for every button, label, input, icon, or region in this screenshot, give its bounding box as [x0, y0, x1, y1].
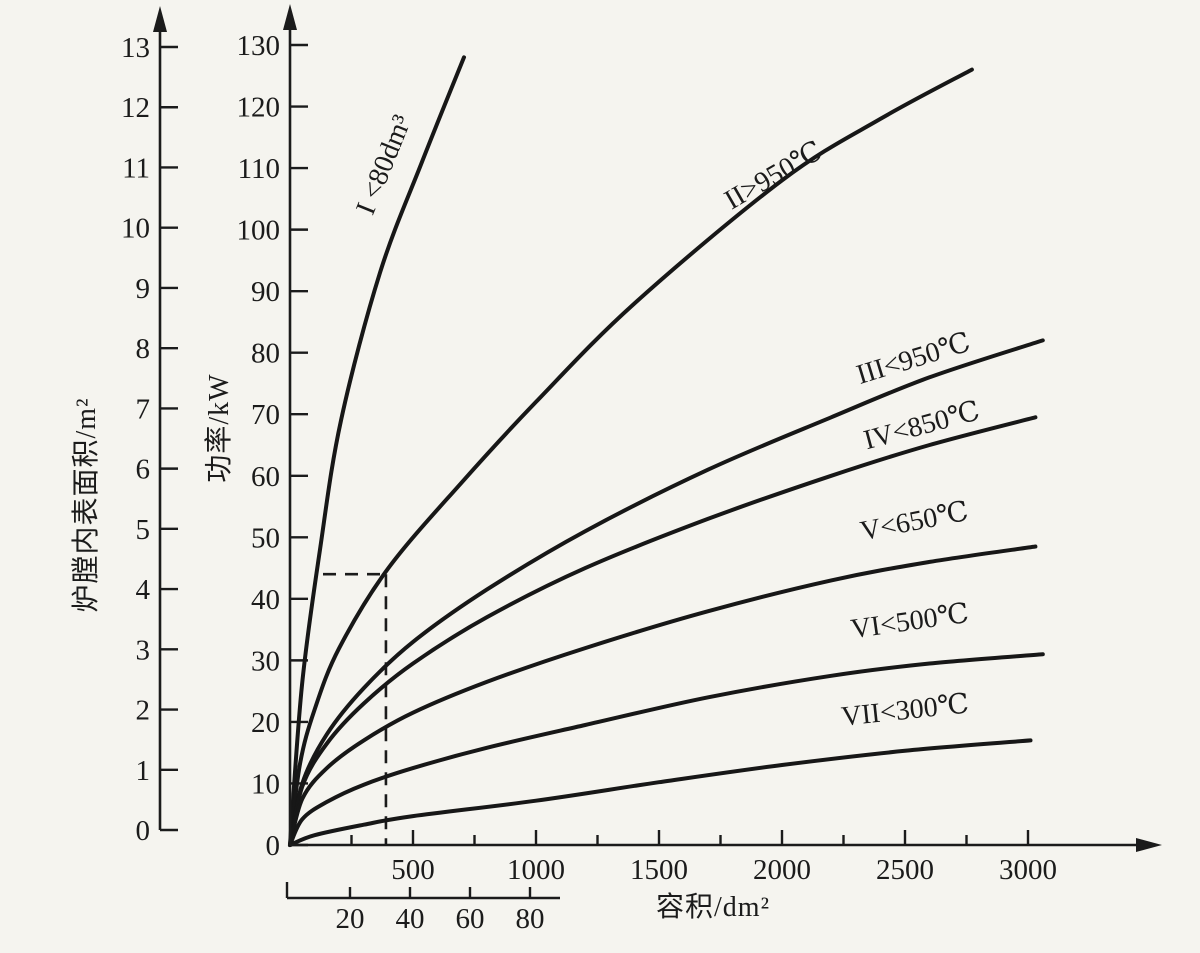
x-axis-tick-label: 3000: [999, 854, 1057, 886]
x-axis-tick-label: 2500: [876, 854, 934, 886]
power-axis-tick-label: 40: [251, 584, 280, 616]
curve-V: [288, 544, 1038, 847]
curve-label-VII: VII<300℃: [840, 688, 971, 732]
area-axis-arrow-icon: [153, 6, 167, 32]
power-axis-arrow-icon: [283, 4, 297, 30]
x-axis-tick-label: 1500: [630, 854, 688, 886]
curve-IV: [288, 415, 1038, 847]
area-axis-tick-label: 4: [136, 574, 151, 606]
area-axis-tick-label: 13: [121, 32, 150, 64]
power-axis-tick-label: 130: [237, 30, 281, 62]
small-scale-tick-label: 60: [456, 903, 485, 935]
curve-label-I: I <80dm³: [350, 111, 418, 219]
power-axis-tick-label: 80: [251, 338, 280, 370]
small-scale-tick-label: 80: [516, 903, 545, 935]
curve-III: [288, 338, 1045, 847]
power-axis-tick-label: 120: [237, 92, 281, 124]
power-axis-tick-label: 100: [237, 215, 281, 247]
area-axis-tick-label: 2: [136, 695, 151, 727]
small-scale-tick-label: 40: [396, 903, 425, 935]
power-axis-tick-label: 110: [238, 153, 280, 185]
area-axis-tick-label: 10: [121, 213, 150, 245]
area-axis-tick-label: 0: [136, 815, 151, 847]
x-axis-tick-label: 500: [391, 854, 435, 886]
x-axis-title: 容积/dm²: [656, 891, 770, 923]
curve-I: [288, 55, 466, 847]
curve-VI: [288, 652, 1045, 847]
small-scale-tick-label: 20: [336, 903, 365, 935]
curve-II: [288, 67, 974, 847]
area-axis-tick-label: 9: [136, 273, 151, 305]
curve-VII: [288, 738, 1033, 847]
area-axis-tick-label: 5: [136, 514, 151, 546]
power-axis-tick-label: 30: [251, 645, 280, 677]
area-axis-tick-label: 8: [136, 333, 151, 365]
power-axis-tick-label: 50: [251, 522, 280, 554]
area-axis-tick-label: 11: [122, 152, 150, 184]
power-axis-tick-label: 10: [251, 768, 280, 800]
area-axis-tick-label: 1: [136, 755, 151, 787]
power-axis-tick-label: 0: [266, 830, 281, 862]
x-axis-arrow-icon: [1136, 838, 1162, 852]
area-axis-title: 炉膛内表面积/m²: [70, 398, 102, 613]
power-axis-tick-label: 60: [251, 461, 280, 493]
area-axis-tick-label: 6: [136, 454, 151, 486]
curve-label-II: II>950℃: [719, 135, 828, 216]
chart-built-layer: 0102030405060708090100110120130012345678…: [121, 30, 1057, 935]
x-axis-tick-label: 1000: [507, 854, 565, 886]
power-axis-tick-label: 70: [251, 399, 280, 431]
area-axis-tick-label: 7: [136, 393, 151, 425]
x-axis-tick-label: 2000: [753, 854, 811, 886]
curve-label-V: V<650℃: [858, 496, 971, 547]
area-axis-tick-label: 3: [136, 634, 151, 666]
area-axis-tick-label: 12: [121, 92, 150, 124]
power-axis-tick-label: 20: [251, 707, 280, 739]
curve-label-VI: VI<500℃: [849, 598, 971, 645]
power-axis-title: 功率/kW: [203, 373, 235, 482]
power-axis-tick-label: 90: [251, 276, 280, 308]
